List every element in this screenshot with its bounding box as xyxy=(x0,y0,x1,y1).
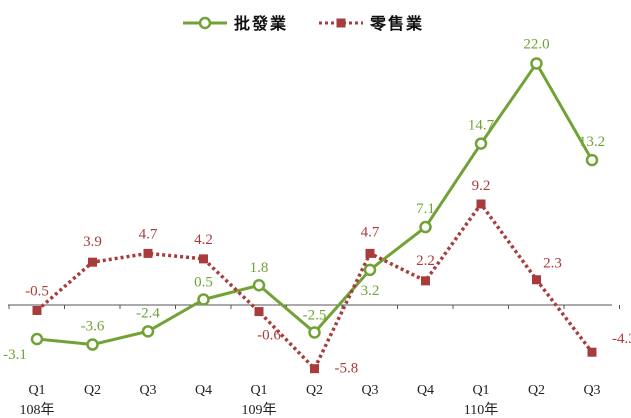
data-label: 9.2 xyxy=(472,178,491,194)
data-labels: -3.1 -3.6 -2.4 0.5 1.8 -2.5 3.2 7.1 14.7 22.0 13.2… xyxy=(3,36,631,376)
data-label: 3.2 xyxy=(361,283,380,299)
data-label: -3.1 xyxy=(3,347,27,363)
x-tick-label: Q1 xyxy=(250,383,267,398)
legend-label: 零售業 xyxy=(369,14,424,33)
data-label: -3.6 xyxy=(81,319,105,335)
data-point xyxy=(254,307,264,317)
data-label: 4.7 xyxy=(139,226,158,242)
data-label: -2.4 xyxy=(136,305,160,321)
data-point xyxy=(252,278,266,292)
data-point xyxy=(32,305,42,315)
data-point xyxy=(421,276,430,286)
x-tick-label: Q4 xyxy=(195,383,212,398)
data-point xyxy=(476,199,486,209)
data-point xyxy=(199,254,208,264)
year-label: 109年 xyxy=(242,402,277,418)
year-label: 108年 xyxy=(20,402,55,418)
data-label: 4.2 xyxy=(194,232,213,248)
data-label: -0.5 xyxy=(25,283,49,299)
x-tick-label: Q2 xyxy=(306,383,323,398)
data-label: 1.8 xyxy=(250,260,269,276)
data-point xyxy=(587,347,597,357)
x-tick-label: Q3 xyxy=(361,383,378,398)
x-tick-label: Q1 xyxy=(28,383,45,398)
data-label: -4.3 xyxy=(612,331,631,347)
year-label: 110年 xyxy=(464,402,498,418)
data-point xyxy=(474,137,488,150)
data-point xyxy=(532,275,541,285)
data-point xyxy=(86,338,99,351)
series-line-1 xyxy=(36,61,594,347)
x-tick-label: Q3 xyxy=(139,383,156,398)
data-point xyxy=(530,57,543,70)
data-label: -5.8 xyxy=(335,361,359,377)
data-point xyxy=(88,257,97,267)
data-label: 14.7 xyxy=(468,118,495,134)
x-tick-label: Q3 xyxy=(583,383,600,398)
x-tick-label: Q1 xyxy=(472,383,489,398)
data-point xyxy=(308,326,321,339)
x-tick-label: Q2 xyxy=(528,383,545,398)
data-point xyxy=(365,248,375,258)
legend: 批發業 零售業 xyxy=(183,14,424,33)
data-label: 0.5 xyxy=(194,275,213,291)
x-axis: Q1 Q2 Q3 Q4 Q1 Q2 Q3 Q4 Q1 Q2 Q3 108年 109年 110年 xyxy=(8,304,620,418)
data-label: 3.9 xyxy=(83,234,102,250)
data-point xyxy=(30,332,44,346)
data-label: -0.6 xyxy=(257,328,281,344)
legend-marker xyxy=(336,18,346,28)
data-point xyxy=(310,364,319,374)
data-label: 13.2 xyxy=(579,134,605,150)
series-line-2 xyxy=(35,202,594,371)
data-point xyxy=(419,220,432,234)
data-point xyxy=(585,153,599,167)
data-point xyxy=(141,325,155,338)
data-label: 4.7 xyxy=(361,224,380,240)
series-layer xyxy=(30,57,599,374)
data-label: 2.2 xyxy=(416,253,435,269)
legend-label: 批發業 xyxy=(234,14,288,33)
data-label: -2.5 xyxy=(303,307,327,323)
x-tick-label: Q2 xyxy=(84,383,101,398)
data-point xyxy=(197,293,210,306)
data-label: 7.1 xyxy=(416,201,435,217)
legend-marker xyxy=(198,16,212,30)
data-point xyxy=(143,248,153,258)
data-point xyxy=(363,263,377,277)
x-tick-label: Q4 xyxy=(417,383,434,398)
data-label: 22.0 xyxy=(523,36,549,52)
data-label: 2.3 xyxy=(543,256,562,272)
